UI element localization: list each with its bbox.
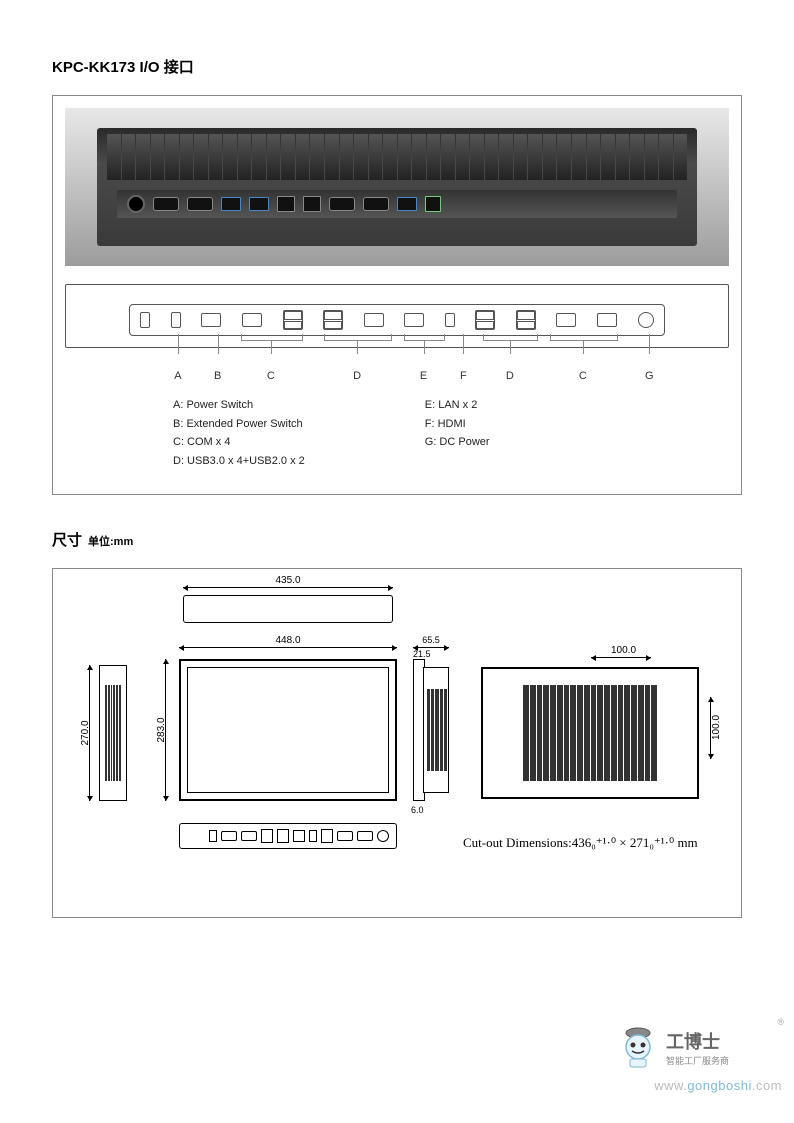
io-label-d2: D (506, 370, 514, 382)
io-label-c1: C (267, 370, 275, 382)
legend-b: B: Extended Power Switch (173, 415, 305, 434)
watermark-sub: 智能工厂服务商 (666, 1054, 729, 1067)
dim-section-title: 尺寸单位:mm (52, 529, 742, 550)
io-legend: A: Power Switch B: Extended Power Switch… (173, 396, 729, 471)
watermark-logo: 工博士 智能工厂服务商 ® (614, 1017, 784, 1077)
legend-c: C: COM x 4 (173, 433, 305, 452)
watermark-url: www.gongboshi.com (654, 1078, 782, 1093)
io-label-e: E (420, 370, 427, 382)
dim-side-view: 65.5 21.5 6.0 (413, 659, 449, 801)
legend-e: E: LAN x 2 (425, 396, 490, 415)
legend-d: D: USB3.0 x 4+USB2.0 x 2 (173, 452, 305, 471)
io-linedrawing: A B C D E F D C G (65, 284, 729, 394)
io-label-c2: C (579, 370, 587, 382)
watermark-brand: 工博士 (666, 1028, 729, 1054)
dim-front-view: 448.0 283.0 (179, 659, 397, 801)
io-photo (65, 108, 729, 266)
dim-top-view: 435.0 (183, 595, 393, 623)
io-panel: A B C D E F D C G A: Power Switch B: Ext… (52, 95, 742, 495)
legend-f: F: HDMI (425, 415, 490, 434)
io-section-title: KPC-KK173 I/O 接口 (52, 56, 742, 77)
robot-icon (614, 1023, 662, 1071)
watermark-reg: ® (777, 1017, 784, 1027)
dim-bottom-view (179, 823, 397, 849)
io-label-g: G (645, 370, 654, 382)
io-label-a: A (174, 370, 181, 382)
io-label-d1: D (353, 370, 361, 382)
io-label-b: B (214, 370, 221, 382)
dim-left-view: 270.0 (99, 665, 127, 801)
io-label-f: F (460, 370, 467, 382)
legend-g: G: DC Power (425, 433, 490, 452)
dimensions-panel: 435.0 270.0 448.0 283.0 65.5 21.5 (52, 568, 742, 918)
cutout-dimensions-text: Cut-out Dimensions:436₀⁺¹·⁰ × 271₀⁺¹·⁰ m… (463, 835, 698, 851)
legend-a: A: Power Switch (173, 396, 305, 415)
dim-back-view: 100.0 100.0 (481, 667, 699, 799)
